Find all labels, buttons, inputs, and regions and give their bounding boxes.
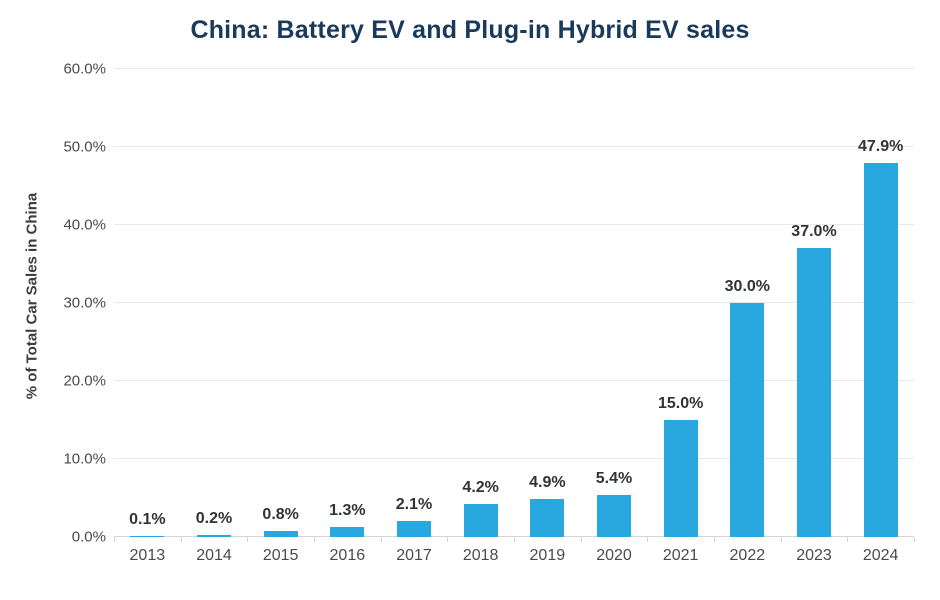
- bar-value-label: 1.3%: [329, 501, 366, 519]
- bar-slot-2023: 37.0% 2023: [781, 69, 848, 564]
- bar-2015: [263, 530, 298, 537]
- x-tick-label: 2018: [462, 547, 499, 564]
- x-axis-tick: [914, 537, 915, 542]
- bar-2023: [796, 248, 831, 537]
- x-tick-label: 2014: [196, 547, 232, 564]
- x-tick-label: 2017: [396, 547, 432, 564]
- gridline: [114, 458, 914, 460]
- x-tick-label: 2023: [796, 547, 832, 564]
- y-tick-label: 0.0%: [71, 528, 106, 546]
- bar-2020: [596, 494, 631, 537]
- bar-slot-2018: 4.2% 2018: [447, 69, 514, 564]
- x-axis-tick: [447, 537, 449, 542]
- bar-value-label: 47.9%: [857, 138, 904, 156]
- bar-slot-2016: 1.3% 2016: [314, 69, 381, 564]
- bar-slot-2019: 4.9% 2019: [514, 69, 581, 564]
- x-tick-label: 2015: [262, 547, 299, 564]
- x-tick-label: 2022: [729, 547, 766, 564]
- bar-2016: [330, 526, 365, 537]
- bar-slot-2017: 2.1% 2017: [381, 69, 448, 564]
- x-tick-label: 2016: [329, 547, 366, 564]
- x-axis-tick: [714, 537, 715, 542]
- bar-slot-2020: 5.4% 2020: [581, 69, 648, 564]
- bar-value-label: 5.4%: [595, 469, 633, 487]
- y-tick-label: 10.0%: [63, 450, 106, 468]
- bar-slot-2013: 0.1% 2013: [114, 69, 181, 564]
- bar-2018: [463, 504, 498, 537]
- bar-slot-2015: 0.8% 2015: [247, 69, 314, 564]
- x-axis-tick: [180, 537, 182, 542]
- y-tick-label: 40.0%: [63, 216, 106, 234]
- gridline: [114, 224, 914, 226]
- chart-title: China: Battery EV and Plug-in Hybrid EV …: [190, 16, 750, 44]
- bar-slot-2014: 0.2% 2014: [181, 69, 248, 564]
- bar-value-label: 0.8%: [262, 505, 299, 523]
- bar-2019: [530, 498, 565, 537]
- bar-slot-2022: 30.0% 2022: [714, 69, 781, 564]
- bar-value-label: 2.1%: [395, 495, 433, 513]
- bar-value-label: 4.2%: [462, 479, 499, 497]
- bar-slot-2024: 47.9% 2024: [847, 69, 914, 564]
- x-axis-tick: [514, 537, 515, 542]
- plot-area: 0.1% 2013 0.2% 2014 0.8% 2015 1.3% 2016 2.1% 2017…: [114, 68, 915, 564]
- x-axis-tick: [847, 537, 849, 542]
- x-axis-tick: [314, 537, 315, 542]
- x-axis-line: [114, 536, 914, 537]
- bar-value-label: 4.9%: [529, 473, 566, 491]
- x-tick-label: 2019: [529, 547, 566, 564]
- bar-slot-2021: 15.0% 2021: [647, 69, 714, 564]
- x-tick-label: 2021: [662, 547, 699, 564]
- x-axis-tick: [780, 537, 782, 542]
- y-tick-label: 60.0%: [63, 60, 106, 78]
- x-axis-tick: [580, 537, 582, 542]
- bar-2013: [130, 536, 165, 537]
- bar-2021: [663, 420, 698, 537]
- bar-value-label: 37.0%: [791, 223, 837, 241]
- x-axis-tick: [247, 537, 249, 542]
- bar-value-label: 0.2%: [195, 510, 233, 528]
- gridline: [114, 68, 914, 69]
- x-axis-tick: [647, 537, 649, 542]
- x-tick-label: 2013: [129, 547, 166, 564]
- y-tick-label: 30.0%: [63, 294, 106, 312]
- x-tick-label: 2024: [862, 547, 899, 564]
- gridline: [114, 302, 914, 303]
- bar-2024: [863, 163, 898, 537]
- gridline: [114, 380, 914, 382]
- bar-2014: [196, 535, 231, 537]
- x-tick-label: 2020: [596, 547, 632, 564]
- x-axis-tick: [380, 537, 382, 542]
- bar-value-label: 0.1%: [129, 511, 166, 529]
- x-axis-tick: [114, 537, 115, 542]
- y-tick-label: 50.0%: [63, 138, 106, 156]
- bar-value-label: 30.0%: [724, 278, 771, 295]
- bar-2022: [730, 303, 765, 537]
- gridline: [114, 146, 914, 147]
- bar-2017: [396, 520, 431, 537]
- y-tick-label: 20.0%: [63, 372, 106, 390]
- bar-value-label: 15.0%: [657, 395, 704, 412]
